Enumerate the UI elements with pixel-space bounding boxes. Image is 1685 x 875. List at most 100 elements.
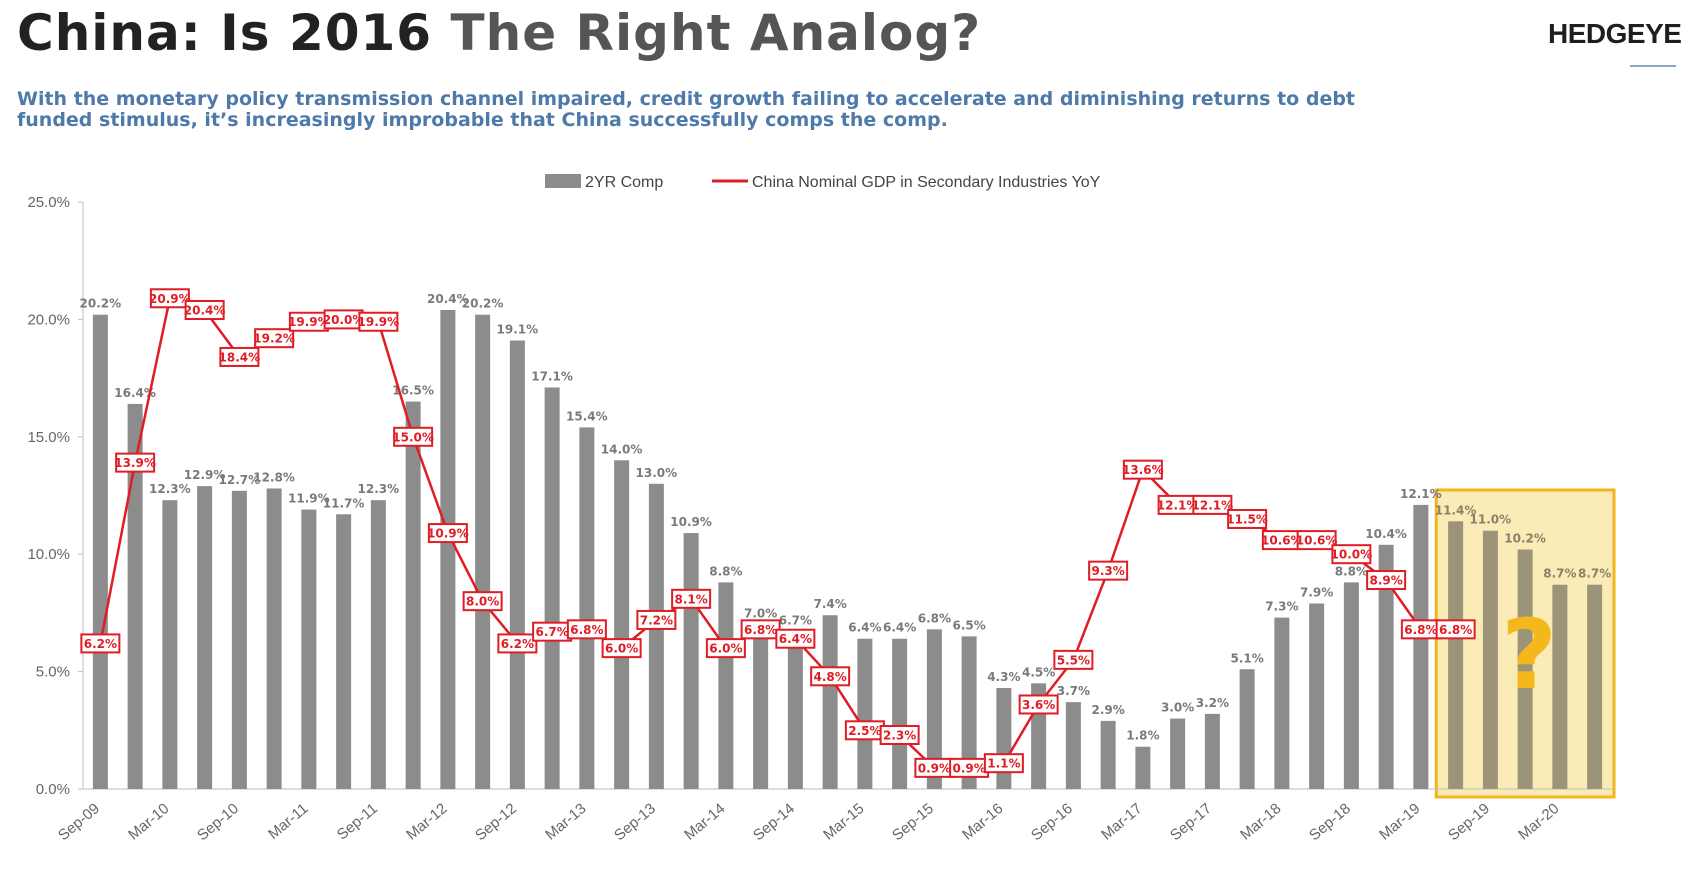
line-data-label: 0.9%	[918, 761, 951, 775]
bar-data-label: 11.0%	[1470, 513, 1512, 527]
line-data-label: 6.4%	[779, 632, 812, 646]
x-tick-label: Mar-15	[820, 800, 867, 844]
bar-data-label: 6.5%	[952, 618, 985, 632]
line-data-label: 19.9%	[358, 315, 400, 329]
bar-data-label: 2.9%	[1091, 703, 1124, 717]
bar	[1274, 617, 1290, 789]
bar	[579, 427, 595, 789]
y-tick-label: 10.0%	[27, 546, 70, 563]
line-label-box	[983, 753, 1024, 774]
line-data-label: 20.9%	[149, 292, 191, 306]
bar-data-label: 20.4%	[427, 292, 469, 306]
bar	[1065, 702, 1081, 789]
bar-data-label: 12.1%	[1400, 487, 1442, 501]
line-label-box	[462, 591, 503, 612]
bar-data-label: 8.7%	[1578, 567, 1611, 581]
line-data-label: 20.0%	[323, 313, 365, 327]
legend-label-2yr-comp: 2YR Comp	[585, 174, 663, 191]
line-label-box	[115, 452, 156, 473]
line-data-label: 8.9%	[1369, 574, 1402, 588]
line-label-box	[149, 288, 190, 309]
line-data-label: 10.9%	[427, 527, 469, 541]
line-label-box	[705, 638, 746, 659]
bar-data-label: 6.8%	[918, 611, 951, 625]
line-label-box	[497, 633, 538, 654]
line-data-label: 6.2%	[501, 637, 534, 651]
bar-data-label: 7.4%	[813, 597, 846, 611]
x-tick-label: Mar-12	[403, 800, 450, 844]
y-tick-label: 15.0%	[27, 429, 70, 446]
x-tick-label: Sep-13	[611, 800, 659, 844]
x-tick-label: Mar-16	[959, 800, 1006, 844]
line-data-label: 19.2%	[253, 332, 295, 346]
bar	[1204, 713, 1220, 789]
line-data-label: 10.0%	[1331, 548, 1373, 562]
bar	[92, 314, 108, 789]
bar	[787, 631, 803, 789]
bar	[440, 310, 456, 789]
line-data-label: 10.6%	[1296, 534, 1338, 548]
bar	[1482, 530, 1498, 789]
line-data-label: 18.4%	[219, 350, 261, 364]
bar	[683, 533, 699, 789]
legend-swatch-bar	[545, 174, 581, 188]
bar	[475, 314, 491, 789]
line-data-label: 8.1%	[674, 592, 707, 606]
bar-data-label: 14.0%	[601, 442, 643, 456]
bar-data-label: 1.8%	[1126, 729, 1159, 743]
line-label-box	[1053, 649, 1094, 670]
line-data-label: 6.7%	[535, 625, 568, 639]
line-label-box	[1227, 508, 1268, 529]
x-tick-label: Mar-18	[1237, 800, 1284, 844]
line-label-box	[671, 588, 712, 609]
bar	[301, 509, 317, 789]
line-label-box	[80, 633, 121, 654]
bar-data-label: 12.3%	[149, 482, 191, 496]
bar-data-label: 15.4%	[566, 409, 608, 423]
line-label-box	[1366, 570, 1407, 591]
x-tick-label: Mar-14	[681, 800, 728, 844]
bar-data-label: 10.2%	[1504, 532, 1546, 546]
line-data-label: 6.0%	[605, 642, 638, 656]
bar-data-label: 11.9%	[288, 492, 330, 506]
line-label-box	[219, 346, 260, 367]
bar	[996, 688, 1012, 789]
line-label-box	[1331, 544, 1372, 565]
x-tick-label: Mar-19	[1376, 800, 1423, 844]
line-label-box	[1296, 530, 1337, 551]
line-label-box	[775, 628, 816, 649]
line-label-box	[184, 300, 225, 321]
y-tick-label: 20.0%	[27, 311, 70, 328]
bar	[1413, 504, 1429, 789]
bar	[926, 629, 942, 789]
x-tick-label: Sep-12	[472, 800, 520, 844]
bar	[266, 488, 282, 789]
bar-data-label: 8.8%	[1335, 564, 1368, 578]
x-tick-label: Mar-20	[1515, 800, 1562, 844]
line-data-label: 9.3%	[1091, 564, 1124, 578]
line-label-box	[393, 426, 434, 447]
bar	[1448, 521, 1464, 789]
line-label-box	[358, 311, 399, 332]
y-tick-label: 25.0%	[27, 194, 70, 211]
line-data-label: 19.9%	[288, 315, 330, 329]
line-data-label: 6.8%	[570, 623, 603, 637]
bar-data-label: 3.2%	[1196, 696, 1229, 710]
x-tick-label: Mar-17	[1098, 800, 1145, 844]
line-data-label: 10.6%	[1261, 534, 1303, 548]
bar-data-label: 12.3%	[358, 482, 400, 496]
bar	[405, 401, 421, 789]
bar-data-label: 7.3%	[1265, 600, 1298, 614]
line-data-label: 6.0%	[709, 642, 742, 656]
x-tick-label: Mar-11	[265, 800, 311, 843]
line-label-box	[1088, 560, 1129, 581]
x-tick-label: Sep-15	[889, 800, 937, 844]
line-data-label: 6.8%	[744, 623, 777, 637]
bar	[1587, 584, 1603, 789]
line-data-label: 4.8%	[813, 670, 846, 684]
bar-data-label: 8.7%	[1543, 567, 1576, 581]
x-tick-label: Sep-09	[55, 800, 103, 844]
bar	[753, 624, 769, 789]
line-label-box	[601, 638, 642, 659]
line-data-label: 12.1%	[1192, 498, 1234, 512]
